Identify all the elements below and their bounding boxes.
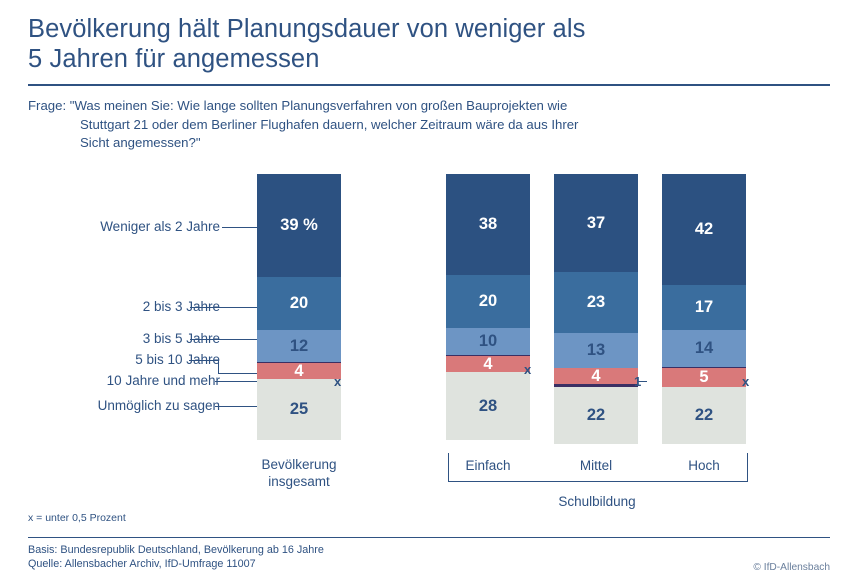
leader-line-mittel-sliver — [638, 381, 647, 382]
bar-einfach[interactable]: 38 20 10 4 28 — [446, 174, 530, 440]
bar-caption-line2: insgesamt — [268, 473, 330, 489]
segment-10-jahre-und-mehr[interactable]: 5 — [662, 368, 746, 387]
segment-3-bis-5-jahre[interactable]: 10 — [446, 328, 530, 355]
segment-value: 4 — [483, 354, 493, 373]
segment-5-bis-10-jahre[interactable] — [446, 355, 530, 356]
segment-value: 22 — [586, 406, 606, 425]
title-divider — [28, 84, 830, 86]
bar-caption-bevoelkerung-insgesamt: Bevölkerung insgesamt — [229, 457, 369, 490]
segment-10-jahre-und-mehr[interactable]: 4 — [257, 363, 341, 379]
legend-label-10-jahre-und-mehr: 10 Jahre und mehr — [106, 373, 220, 388]
segment-2-bis-3-jahre[interactable]: 20 — [257, 277, 341, 330]
bar-caption-einfach: Einfach — [465, 458, 511, 473]
source-line-2: Quelle: Allensbacher Archiv, IfD-Umfrage… — [28, 557, 256, 570]
question-line-2: Stuttgart 21 oder dem Berliner Flughafen… — [80, 116, 579, 132]
annotation-x-bevoelkerung: x — [334, 374, 342, 389]
survey-question: Frage: "Was meinen Sie: Wie lange sollte… — [28, 97, 768, 153]
segment-3-bis-5-jahre[interactable]: 14 — [662, 330, 746, 367]
segment-value: 28 — [478, 396, 498, 415]
page-title-line1: Bevölkerung hält Planungsdauer von wenig… — [28, 15, 586, 43]
segment-weniger-als-2-jahre[interactable]: 39 % — [257, 174, 341, 277]
segment-value: 39 % — [280, 216, 318, 235]
question-line-1: Frage: "Was meinen Sie: Wie lange sollte… — [28, 98, 568, 113]
leader-line-3-bis-5-jahre — [190, 339, 257, 340]
segment-weniger-als-2-jahre[interactable]: 37 — [554, 174, 638, 272]
leader-line-2-bis-3-jahre — [190, 307, 257, 308]
segment-5-bis-10-jahre[interactable] — [662, 367, 746, 368]
segment-3-bis-5-jahre[interactable]: 13 — [554, 333, 638, 368]
source-line-1: Basis: Bundesrepublik Deutschland, Bevöl… — [28, 544, 324, 556]
leader-line-weniger-als-2-jahre — [222, 227, 257, 228]
segment-value: 20 — [289, 294, 309, 313]
legend-label-2-bis-3-jahre: 2 bis 3 Jahre — [142, 299, 220, 314]
bar-hoch[interactable]: 42 17 14 5 22 — [662, 174, 746, 444]
bar-bevoelkerung-insgesamt[interactable]: 39 % 20 12 4 25 — [257, 174, 341, 440]
segment-2-bis-3-jahre[interactable]: 20 — [446, 275, 530, 328]
segment-weniger-als-2-jahre[interactable]: 42 — [662, 174, 746, 285]
segment-value: 22 — [694, 406, 714, 425]
group-bracket-schulbildung — [448, 453, 748, 482]
segment-value: 17 — [694, 298, 714, 317]
source-note: Basis: Bundesrepublik Deutschland, Bevöl… — [28, 544, 324, 571]
bar-caption-line1: Bevölkerung — [261, 457, 337, 472]
segment-unmoeglich-zu-sagen[interactable]: 22 — [554, 387, 638, 444]
annotation-x-hoch: x — [742, 374, 750, 389]
group-bracket-label: Schulbildung — [558, 494, 636, 509]
legend-label-5-bis-10-jahre: 5 bis 10 Jahre — [135, 352, 220, 367]
segment-value: 42 — [694, 220, 714, 239]
segment-value: 5 — [699, 368, 709, 387]
segment-10-jahre-und-mehr[interactable]: 4 — [446, 356, 530, 372]
segment-5-bis-10-jahre[interactable] — [554, 384, 638, 387]
segment-value: 20 — [478, 292, 498, 311]
segment-value: 23 — [586, 293, 606, 312]
bar-caption-hoch: Hoch — [688, 458, 720, 473]
page-title: Bevölkerung hält Planungsdauer von wenig… — [28, 14, 788, 74]
segment-2-bis-3-jahre[interactable]: 23 — [554, 272, 638, 333]
legend-label-weniger-als-2-jahre: Weniger als 2 Jahre — [100, 219, 220, 234]
segment-value: 4 — [294, 361, 304, 380]
page-title-line2: 5 Jahren für angemessen — [28, 45, 320, 73]
legend-label-unmoeglich-zu-sagen: Unmöglich zu sagen — [97, 398, 220, 413]
segment-10-jahre-und-mehr[interactable]: 4 — [554, 368, 638, 384]
bar-mittel[interactable]: 37 23 13 4 22 — [554, 174, 638, 444]
leader-line-5-bis-10-jahre-v — [218, 360, 219, 374]
leader-line-10-jahre-und-mehr — [215, 381, 257, 382]
annotation-x-einfach: x — [524, 362, 532, 377]
bar-caption-mittel: Mittel — [579, 458, 613, 473]
leader-line-unmoeglich-zu-sagen — [215, 406, 257, 407]
leader-line-5-bis-10-jahre-h2 — [218, 373, 257, 374]
annotation-1-mittel: 1 — [634, 374, 642, 389]
copyright-note: © IfD-Allensbach — [753, 562, 830, 573]
question-line-3: Sicht angemessen?" — [80, 135, 201, 150]
segment-value: 12 — [289, 336, 309, 355]
segment-value: 4 — [591, 366, 601, 385]
segment-unmoeglich-zu-sagen[interactable]: 25 — [257, 379, 341, 440]
leader-line-5-bis-10-jahre-h1 — [189, 360, 219, 361]
segment-value: 25 — [289, 400, 309, 419]
footnote-x-legend: x = unter 0,5 Prozent — [28, 512, 126, 524]
segment-3-bis-5-jahre[interactable]: 12 — [257, 330, 341, 362]
segment-2-bis-3-jahre[interactable]: 17 — [662, 285, 746, 330]
segment-unmoeglich-zu-sagen[interactable]: 28 — [446, 372, 530, 440]
segment-unmoeglich-zu-sagen[interactable]: 22 — [662, 387, 746, 444]
segment-value: 38 — [478, 215, 498, 234]
segment-value: 37 — [586, 213, 606, 232]
segment-5-bis-10-jahre[interactable] — [257, 362, 341, 363]
footer-divider — [28, 537, 830, 539]
segment-weniger-als-2-jahre[interactable]: 38 — [446, 174, 530, 275]
segment-value: 10 — [478, 332, 498, 351]
segment-value: 13 — [586, 341, 606, 360]
segment-value: 14 — [694, 339, 714, 358]
legend-label-3-bis-5-jahre: 3 bis 5 Jahre — [142, 331, 220, 346]
